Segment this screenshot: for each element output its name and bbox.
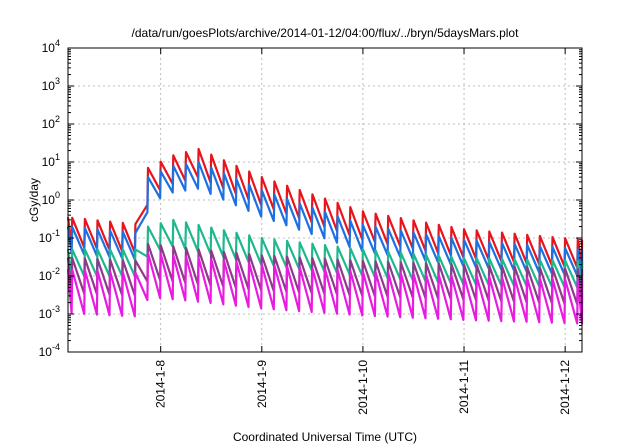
- y-tick-label: 10-1: [39, 228, 60, 245]
- y-tick-exponent: -3: [52, 304, 60, 314]
- x-tick-label: 2014-1-9: [255, 360, 269, 408]
- series-line-5: [66, 252, 584, 325]
- series-line-1: [66, 147, 584, 270]
- y-tick-label: 103: [42, 76, 60, 93]
- series-layer: [66, 147, 584, 325]
- y-tick-exponent: 3: [55, 76, 60, 86]
- x-tick-label: 2014-1-10: [356, 360, 370, 415]
- y-tick-label: 100: [42, 190, 60, 207]
- y-tick-label: 10-3: [39, 304, 60, 321]
- y-tick-exponent: -4: [52, 342, 60, 352]
- x-tick-label: 2014-1-8: [154, 360, 168, 408]
- series-line-3: [66, 218, 584, 289]
- y-tick-label: 101: [42, 152, 60, 169]
- chart-title: /data/run/goesPlots/archive/2014-01-12/0…: [132, 26, 520, 40]
- x-axis: 2014-1-8 2014-1-9 2014-1-10 2014-1-11 2014-1…: [154, 48, 572, 415]
- y-axis-label: cGy/day: [27, 178, 41, 222]
- y-tick-exponent: -1: [52, 228, 60, 238]
- x-axis-label: Coordinated Universal Time (UTC): [233, 430, 417, 444]
- y-tick-label: 10-4: [39, 342, 60, 359]
- series-line-4: [66, 242, 584, 306]
- y-tick-exponent: 2: [55, 114, 60, 124]
- y-tick-exponent: 1: [55, 152, 60, 162]
- y-tick-label: 104: [42, 38, 60, 55]
- y-tick-exponent: -2: [52, 266, 60, 276]
- y-tick-label: 102: [42, 114, 60, 131]
- y-tick-exponent: 4: [55, 38, 60, 48]
- x-tick-label: 2014-1-12: [558, 360, 572, 415]
- x-tick-label: 2014-1-11: [457, 360, 471, 414]
- y-tick-label: 10-2: [39, 266, 60, 283]
- y-tick-exponent: 0: [55, 190, 60, 200]
- series-line-2: [66, 160, 584, 278]
